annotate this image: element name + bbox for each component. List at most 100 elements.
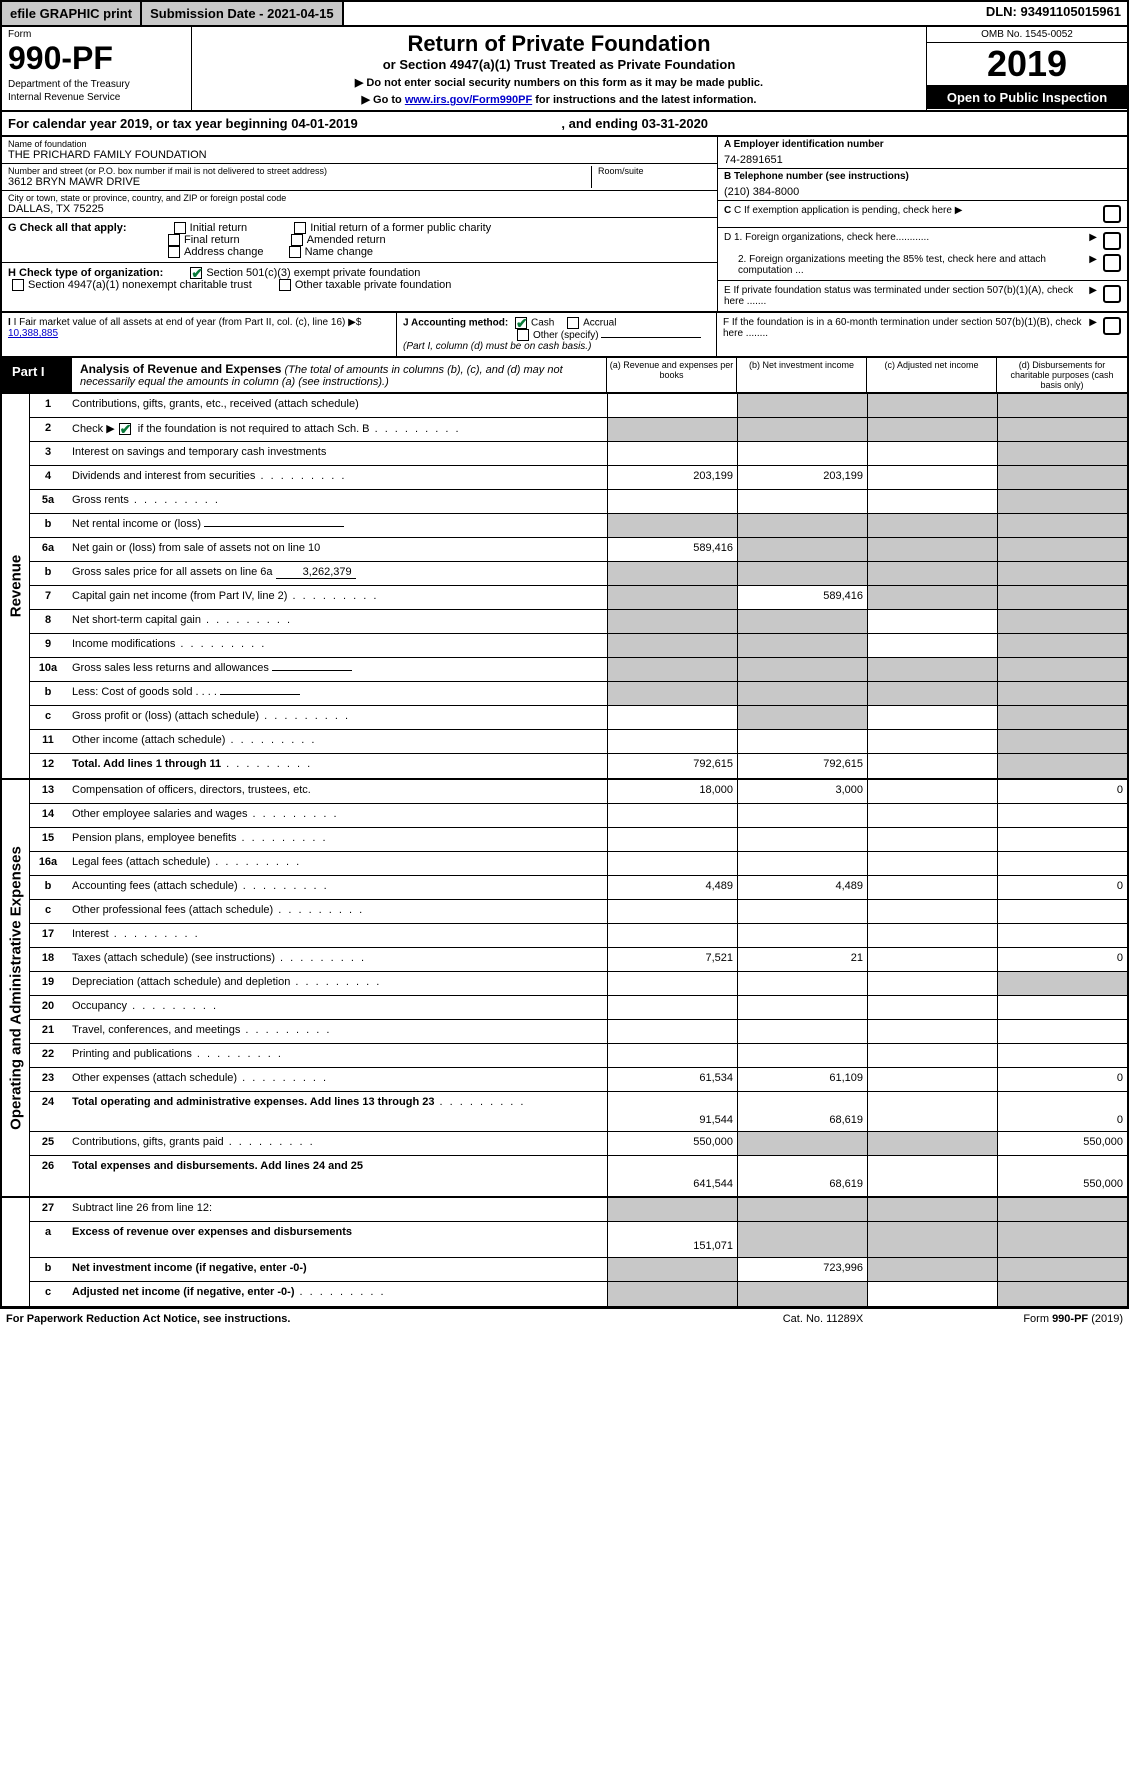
- open-public-badge: Open to Public Inspection: [927, 86, 1127, 109]
- other-taxable-checkbox[interactable]: [279, 279, 291, 291]
- d1-checkbox[interactable]: [1103, 232, 1121, 250]
- form-number: 990-PF: [8, 40, 185, 77]
- c-checkbox[interactable]: [1103, 205, 1121, 223]
- form-header: Form 990-PF Department of the Treasury I…: [0, 27, 1129, 112]
- row-27c: cAdjusted net income (if negative, enter…: [30, 1282, 1127, 1306]
- cash-checkbox[interactable]: [515, 317, 527, 329]
- name-change-checkbox[interactable]: [289, 246, 301, 258]
- foundation-name: THE PRICHARD FAMILY FOUNDATION: [8, 149, 711, 161]
- row-4: 4Dividends and interest from securities2…: [30, 466, 1127, 490]
- form-subtitle: or Section 4947(a)(1) Trust Treated as P…: [196, 57, 922, 72]
- row-1: 1Contributions, gifts, grants, etc., rec…: [30, 394, 1127, 418]
- d1-label: D 1. Foreign organizations, check here..…: [724, 232, 1089, 250]
- col-a-head: (a) Revenue and expenses per books: [607, 358, 737, 392]
- irs-link[interactable]: www.irs.gov/Form990PF: [405, 94, 532, 106]
- amended-return-checkbox[interactable]: [291, 234, 303, 246]
- revenue-sidelabel: Revenue: [2, 394, 30, 778]
- dln-label: DLN: 93491105015961: [344, 2, 1127, 25]
- row-10a: 10aGross sales less returns and allowanc…: [30, 658, 1127, 682]
- note2-pre: ▶ Go to: [362, 94, 405, 106]
- calendar-year-row: For calendar year 2019, or tax year begi…: [0, 112, 1129, 137]
- e-label: E If private foundation status was termi…: [724, 285, 1089, 307]
- info-left: Name of foundation THE PRICHARD FAMILY F…: [2, 137, 717, 311]
- row-16c: cOther professional fees (attach schedul…: [30, 900, 1127, 924]
- row-5b: bNet rental income or (loss): [30, 514, 1127, 538]
- expenses-table: Operating and Administrative Expenses 13…: [0, 780, 1129, 1198]
- g-check-row: G Check all that apply: Initial return I…: [2, 218, 717, 263]
- cat-no: Cat. No. 11289X: [723, 1313, 923, 1325]
- line27-sidepad: [2, 1198, 30, 1306]
- row-10c: cGross profit or (loss) (attach schedule…: [30, 706, 1127, 730]
- form-title: Return of Private Foundation: [196, 31, 922, 57]
- col-d-head: (d) Disbursements for charitable purpose…: [997, 358, 1127, 392]
- row-27b: bNet investment income (if negative, ent…: [30, 1258, 1127, 1282]
- j-note: (Part I, column (d) must be on cash basi…: [403, 341, 591, 352]
- expenses-sidelabel: Operating and Administrative Expenses: [2, 780, 30, 1196]
- d2-label: 2. Foreign organizations meeting the 85%…: [724, 254, 1089, 276]
- part1-label: Part I: [2, 358, 72, 392]
- row-23: 23Other expenses (attach schedule)61,534…: [30, 1068, 1127, 1092]
- row-21: 21Travel, conferences, and meetings: [30, 1020, 1127, 1044]
- row-5a: 5aGross rents: [30, 490, 1127, 514]
- j2-label: Accrual: [583, 318, 616, 329]
- row-13: 13Compensation of officers, directors, t…: [30, 780, 1127, 804]
- j1-label: Cash: [531, 318, 554, 329]
- g-label: G Check all that apply:: [8, 222, 127, 234]
- f-checkbox[interactable]: [1103, 317, 1121, 335]
- accrual-checkbox[interactable]: [567, 317, 579, 329]
- d2-checkbox[interactable]: [1103, 254, 1121, 272]
- initial-return-checkbox[interactable]: [174, 222, 186, 234]
- address-cell: Number and street (or P.O. box number if…: [2, 164, 717, 191]
- f-section: F If the foundation is in a 60-month ter…: [717, 313, 1127, 356]
- other-method-checkbox[interactable]: [517, 329, 529, 341]
- f-label: F If the foundation is in a 60-month ter…: [723, 317, 1089, 339]
- e-checkbox[interactable]: [1103, 285, 1121, 303]
- initial-former-checkbox[interactable]: [294, 222, 306, 234]
- h-check-row: H Check type of organization: Section 50…: [2, 263, 717, 295]
- omb-number: OMB No. 1545-0052: [927, 27, 1127, 43]
- phone-label: B Telephone number (see instructions): [724, 171, 909, 182]
- dept-treasury: Department of the Treasury: [8, 79, 185, 90]
- g6-label: Name change: [305, 246, 374, 258]
- row-6a: 6aNet gain or (loss) from sale of assets…: [30, 538, 1127, 562]
- g1-label: Initial return: [190, 222, 247, 234]
- tax-year: 2019: [927, 43, 1127, 86]
- row-16b: bAccounting fees (attach schedule)4,4894…: [30, 876, 1127, 900]
- row-12: 12Total. Add lines 1 through 11792,61579…: [30, 754, 1127, 778]
- part1-desc: Analysis of Revenue and Expenses (The to…: [72, 358, 607, 392]
- city: DALLAS, TX 75225: [8, 203, 711, 215]
- row-3: 3Interest on savings and temporary cash …: [30, 442, 1127, 466]
- top-bar: efile GRAPHIC print Submission Date - 20…: [0, 0, 1129, 27]
- header-right: OMB No. 1545-0052 2019 Open to Public In…: [927, 27, 1127, 110]
- h-label: H Check type of organization:: [8, 267, 163, 279]
- row-17: 17Interest: [30, 924, 1127, 948]
- city-label: City or town, state or province, country…: [8, 193, 711, 203]
- form-ref: Form 990-PF (2019): [923, 1313, 1123, 1325]
- row-14: 14Other employee salaries and wages: [30, 804, 1127, 828]
- i-value[interactable]: 10,388,885: [8, 328, 58, 339]
- row-10b: bLess: Cost of goods sold . . . .: [30, 682, 1127, 706]
- efile-button[interactable]: efile GRAPHIC print: [2, 2, 142, 25]
- final-return-checkbox[interactable]: [168, 234, 180, 246]
- row-6b: bGross sales price for all assets on lin…: [30, 562, 1127, 586]
- h2-label: Section 4947(a)(1) nonexempt charitable …: [28, 279, 252, 291]
- addr-label: Number and street (or P.O. box number if…: [8, 166, 591, 176]
- room-label: Room/suite: [598, 166, 711, 176]
- schb-checkbox[interactable]: [119, 423, 131, 435]
- g3-label: Final return: [184, 234, 240, 246]
- 501c3-checkbox[interactable]: [190, 267, 202, 279]
- page-footer: For Paperwork Reduction Act Notice, see …: [0, 1308, 1129, 1329]
- ein-label: A Employer identification number: [724, 139, 884, 150]
- j-label: J Accounting method:: [403, 318, 508, 329]
- calyear-begin: 04-01-2019: [291, 116, 358, 131]
- c-check-row: C C If exemption application is pending,…: [718, 201, 1127, 228]
- address-change-checkbox[interactable]: [168, 246, 180, 258]
- revenue-rows: 1Contributions, gifts, grants, etc., rec…: [30, 394, 1127, 778]
- revenue-table: Revenue 1Contributions, gifts, grants, e…: [0, 394, 1129, 780]
- row-25: 25Contributions, gifts, grants paid550,0…: [30, 1132, 1127, 1156]
- ein-cell: A Employer identification number 74-2891…: [718, 137, 1127, 169]
- paperwork-notice: For Paperwork Reduction Act Notice, see …: [6, 1313, 723, 1325]
- g4-label: Amended return: [307, 234, 386, 246]
- calyear-pre: For calendar year 2019, or tax year begi…: [8, 116, 291, 131]
- 4947-checkbox[interactable]: [12, 279, 24, 291]
